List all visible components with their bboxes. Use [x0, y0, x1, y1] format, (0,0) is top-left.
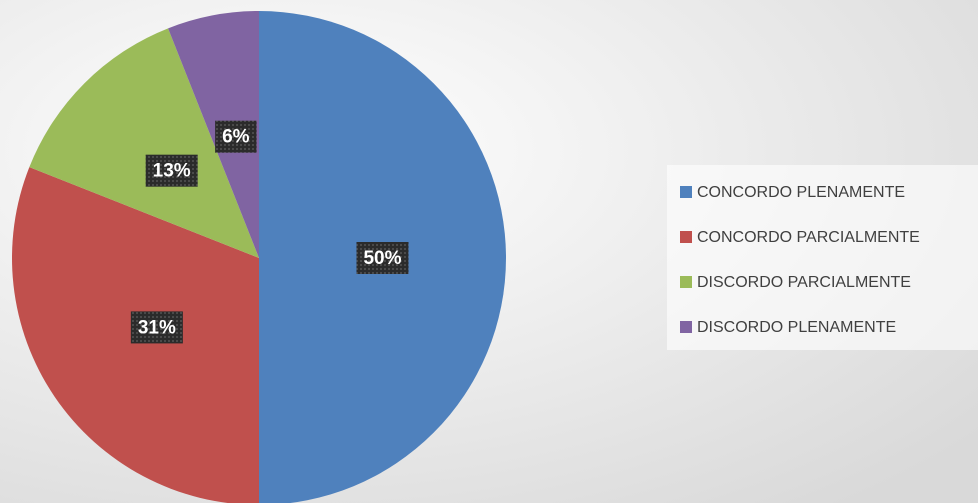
data-label-box [130, 311, 183, 344]
data-label-box [356, 242, 409, 274]
legend-swatch [680, 321, 692, 333]
legend-label: DISCORDO PLENAMENTE [697, 319, 896, 336]
data-label: 31% [138, 317, 176, 338]
data-label: 13% [153, 161, 191, 182]
data-label: 6% [222, 127, 250, 148]
legend-swatch [680, 276, 692, 288]
legend-label: CONCORDO PARCIALMENTE [697, 229, 920, 246]
pie-slice [168, 11, 259, 258]
pie-slice [29, 28, 259, 258]
legend-swatch [680, 231, 692, 243]
legend-label: DISCORDO PARCIALMENTE [697, 274, 911, 291]
legend-swatch [680, 186, 692, 198]
legend-label: CONCORDO PLENAMENTE [697, 184, 905, 201]
data-label: 50% [363, 248, 401, 269]
legend-box [667, 165, 978, 350]
data-label-box [145, 154, 198, 187]
data-label-box [215, 120, 257, 153]
